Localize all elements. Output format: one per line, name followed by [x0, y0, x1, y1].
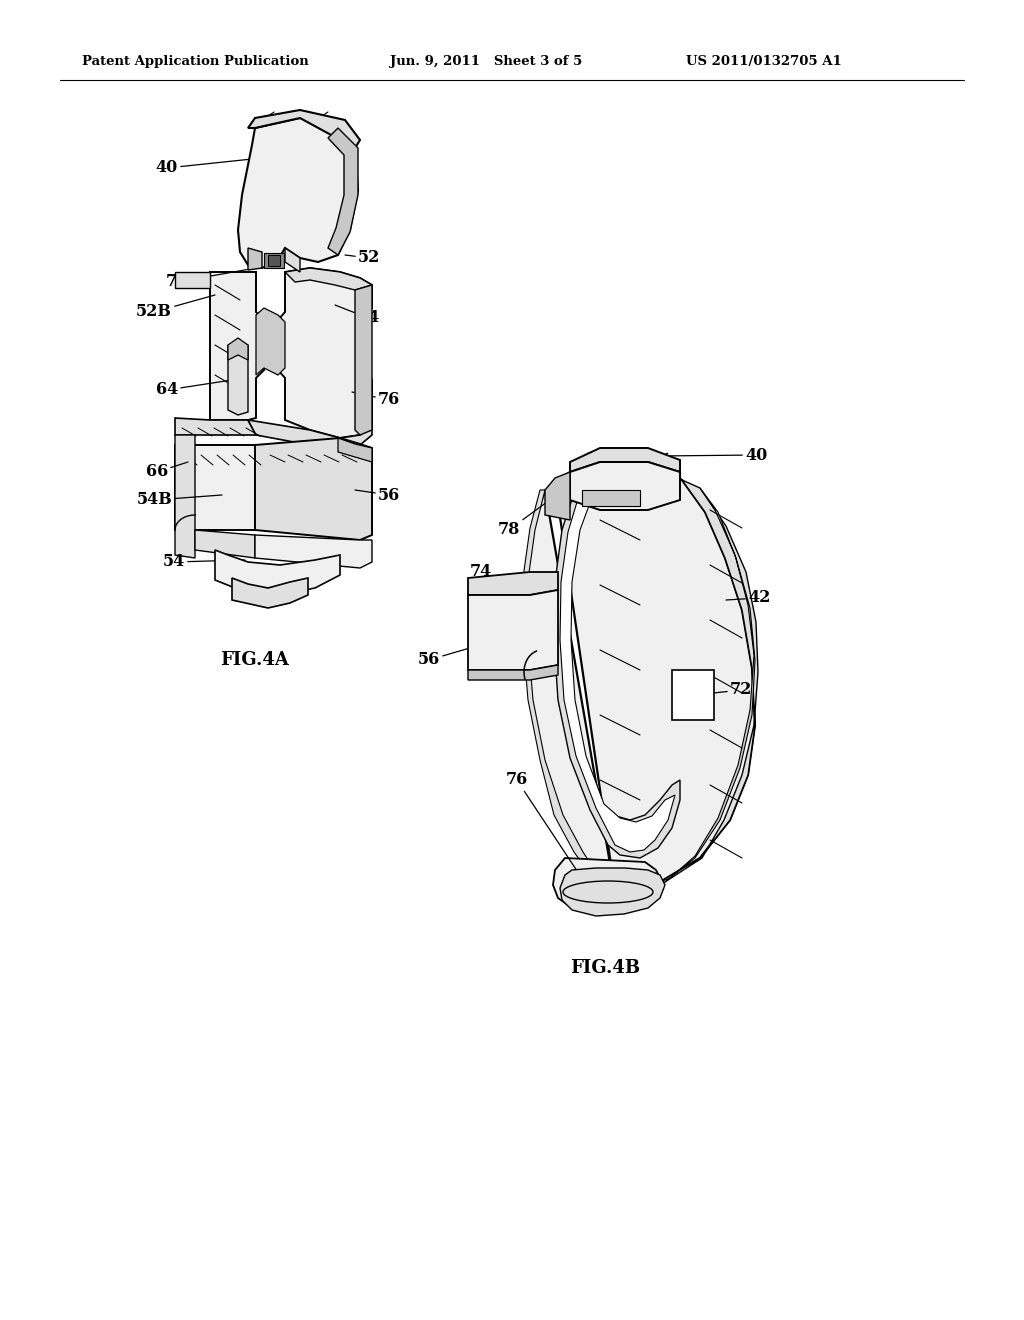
Text: 74: 74: [470, 564, 510, 610]
Text: 56: 56: [418, 645, 480, 668]
Text: 76: 76: [352, 392, 400, 408]
Text: 74: 74: [285, 552, 360, 570]
Text: 40: 40: [156, 153, 286, 177]
Polygon shape: [268, 255, 280, 267]
Polygon shape: [238, 117, 358, 268]
Polygon shape: [582, 490, 640, 506]
Text: 52B: 52B: [136, 294, 215, 321]
Polygon shape: [195, 531, 255, 558]
Text: 72: 72: [695, 681, 753, 698]
Text: Jun. 9, 2011   Sheet 3 of 5: Jun. 9, 2011 Sheet 3 of 5: [390, 55, 583, 69]
Polygon shape: [285, 268, 372, 290]
Polygon shape: [232, 578, 308, 609]
Polygon shape: [228, 345, 248, 414]
Text: FIG.4A: FIG.4A: [220, 651, 290, 669]
Polygon shape: [553, 858, 662, 912]
Text: 78: 78: [498, 488, 566, 539]
Polygon shape: [256, 308, 285, 375]
Polygon shape: [570, 447, 680, 473]
Polygon shape: [285, 248, 300, 272]
Polygon shape: [278, 268, 372, 438]
Text: 54B: 54B: [136, 491, 222, 508]
Polygon shape: [248, 110, 360, 148]
Polygon shape: [545, 473, 570, 520]
Polygon shape: [215, 550, 340, 595]
Text: FIG.4B: FIG.4B: [570, 960, 640, 977]
Text: 64: 64: [156, 380, 232, 399]
Polygon shape: [175, 445, 255, 531]
Polygon shape: [554, 488, 680, 858]
Text: 54: 54: [163, 553, 245, 570]
Polygon shape: [255, 438, 372, 540]
Polygon shape: [468, 590, 558, 671]
Text: 42: 42: [726, 590, 770, 606]
Polygon shape: [525, 458, 755, 892]
Polygon shape: [175, 436, 195, 558]
Polygon shape: [248, 248, 262, 271]
Polygon shape: [338, 438, 372, 462]
Text: 40: 40: [663, 446, 767, 463]
Polygon shape: [355, 285, 372, 436]
Text: 44: 44: [335, 305, 379, 326]
Polygon shape: [264, 253, 284, 268]
Polygon shape: [650, 488, 755, 886]
Text: 52: 52: [345, 249, 380, 267]
Text: 66: 66: [145, 462, 188, 480]
Text: 71: 71: [166, 268, 256, 290]
Polygon shape: [210, 272, 264, 420]
Polygon shape: [468, 572, 558, 595]
Polygon shape: [650, 480, 758, 886]
Polygon shape: [672, 671, 714, 719]
Polygon shape: [468, 665, 558, 680]
Polygon shape: [570, 462, 680, 510]
Text: US 2011/0132705 A1: US 2011/0132705 A1: [686, 55, 842, 69]
Polygon shape: [255, 535, 372, 568]
Polygon shape: [248, 420, 372, 450]
Text: 56: 56: [355, 487, 400, 503]
Polygon shape: [523, 490, 615, 894]
Polygon shape: [328, 128, 358, 255]
Text: Patent Application Publication: Patent Application Publication: [82, 55, 309, 69]
Polygon shape: [175, 418, 256, 436]
Polygon shape: [560, 492, 675, 851]
Text: 76: 76: [506, 771, 593, 895]
Polygon shape: [560, 869, 665, 916]
Polygon shape: [228, 338, 248, 360]
Polygon shape: [175, 272, 210, 288]
